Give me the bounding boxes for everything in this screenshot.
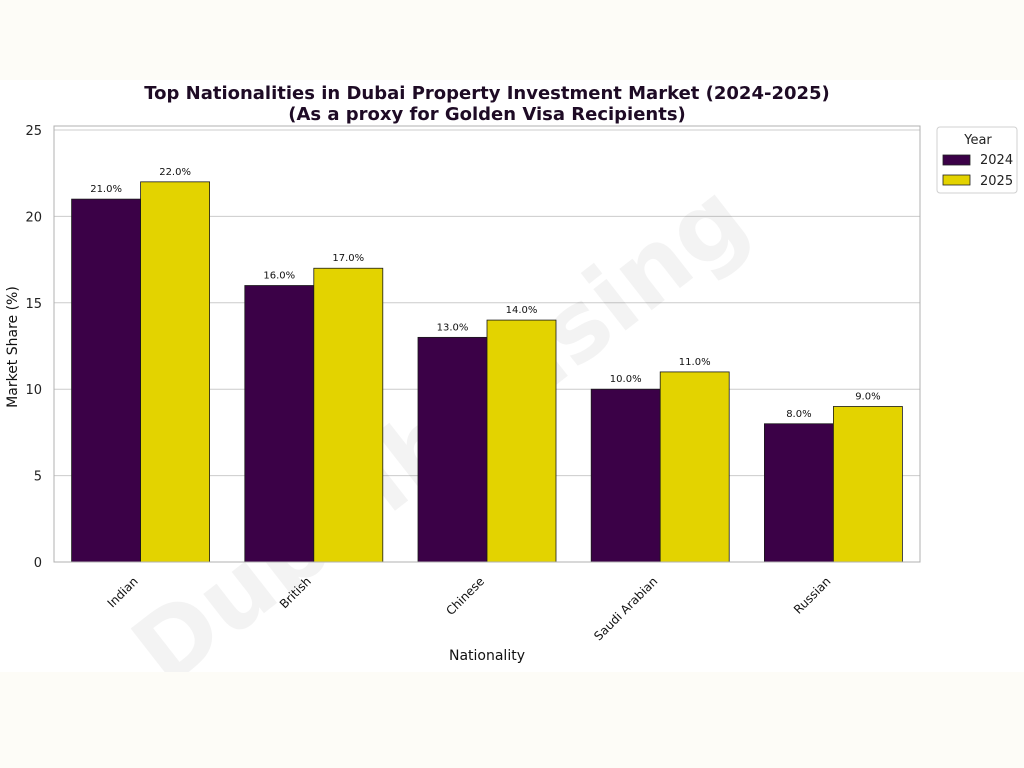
chart-subtitle: (As a proxy for Golden Visa Recipients): [288, 104, 686, 125]
value-label: 17.0%: [332, 253, 364, 264]
legend: Year 2024 2025: [936, 126, 1018, 194]
legend-title: Year: [963, 133, 992, 148]
x-tick-label: Russian: [791, 574, 834, 617]
value-label: 13.0%: [437, 322, 469, 333]
y-tick-label: 0: [34, 556, 42, 571]
value-label: 11.0%: [679, 357, 711, 368]
value-label: 21.0%: [90, 184, 122, 195]
legend-swatch-2024: [942, 154, 971, 166]
value-labels-layer: 21.0% 22.0% 16.0% 17.0% 13.0% 14.0% 10.0% 11.0%…: [90, 167, 880, 420]
bar-2024-british: [244, 285, 315, 563]
value-label: 10.0%: [610, 374, 642, 385]
bar-2024-russian: [764, 423, 834, 563]
bar-2025-russian: [833, 406, 903, 563]
legend-swatch-2025: [942, 174, 971, 186]
bar-chart: Top Nationalities in Dubai Property Inve…: [5, 83, 1018, 672]
x-axis-title: Nationality: [449, 648, 525, 664]
value-label: 9.0%: [855, 391, 880, 402]
x-tick-label: Saudi Arabian: [591, 574, 660, 643]
y-tick-label: 15: [25, 297, 42, 312]
legend-label-2024: 2024: [980, 153, 1013, 168]
chart-card: Top Nationalities in Dubai Property Inve…: [0, 80, 1024, 672]
bar-2025-indian: [140, 181, 211, 563]
bar-2024-indian: [71, 198, 141, 563]
bar-2024-chinese: [417, 336, 488, 563]
y-axis-title: Market Share (%): [5, 286, 21, 408]
y-tick-labels: 0 5 10 15 20 25: [25, 124, 42, 571]
chart-title: Top Nationalities in Dubai Property Inve…: [144, 83, 830, 104]
y-tick-label: 10: [25, 383, 42, 398]
value-label: 22.0%: [159, 167, 191, 178]
bar-2025-british: [313, 267, 384, 563]
x-tick-label: Chinese: [443, 574, 487, 618]
bar-2025-saudi-arabian: [659, 371, 730, 563]
legend-label-2025: 2025: [980, 174, 1013, 189]
y-tick-label: 25: [25, 124, 42, 139]
value-label: 16.0%: [263, 271, 295, 282]
bar-2024-saudi-arabian: [590, 388, 661, 563]
bars-layer: [71, 181, 903, 563]
plot-frame: [53, 125, 921, 563]
value-label: 14.0%: [506, 305, 538, 316]
bar-2025-chinese: [486, 319, 557, 563]
y-tick-label: 20: [25, 210, 42, 225]
value-label: 8.0%: [786, 409, 811, 420]
y-tick-label: 5: [34, 470, 42, 485]
